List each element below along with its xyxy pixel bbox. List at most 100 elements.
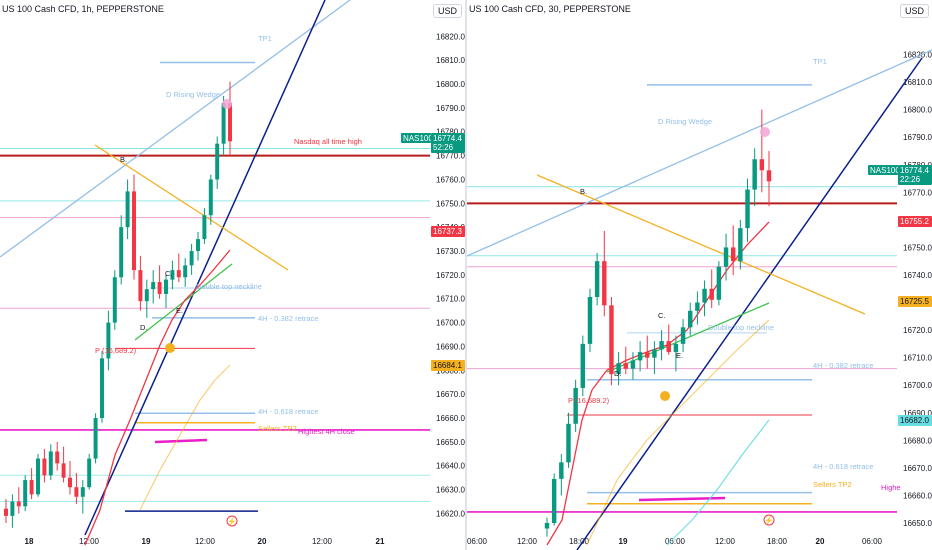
y-tick-label: 16820.0 [903, 51, 932, 60]
candle-body [580, 343, 586, 388]
candle-body [766, 170, 772, 182]
candle-body [228, 103, 232, 142]
currency-button[interactable]: USD [900, 4, 930, 18]
annotation-label: Highe [881, 483, 901, 492]
price-tag-bg [431, 133, 465, 153]
x-tick-label: 18 [25, 537, 34, 546]
y-tick-label: 16740.0 [903, 271, 932, 280]
trend-line-orange [94, 144, 289, 271]
annotation-label: Highest 4H close [298, 427, 355, 436]
y-tick-label: 16660.0 [436, 414, 465, 423]
candle-body [652, 349, 657, 358]
candle-body [673, 343, 679, 353]
price-tag-text: 16755.2 [900, 217, 929, 226]
candle-body [183, 265, 188, 278]
candle-body [10, 501, 15, 516]
chart-canvas-30m[interactable]: 16820.016810.016800.016790.016780.016770… [467, 0, 932, 550]
annotation-label: P (16,689.2) [95, 346, 137, 355]
x-tick-label: 12:00 [517, 537, 538, 546]
annotation-label: D Rising Wedge [166, 90, 220, 99]
candle-body [61, 463, 66, 478]
annotation-label: TP1 [813, 57, 827, 66]
y-tick-label: 16790.0 [436, 104, 465, 113]
candle-body [759, 159, 765, 171]
candle-body [151, 282, 156, 290]
x-tick-label: 12:00 [195, 537, 216, 546]
candle-body [42, 458, 47, 476]
y-tick-label: 16690.0 [903, 409, 932, 418]
candle-body [196, 239, 200, 252]
candle-body [730, 247, 736, 262]
price-tag-text: NAS100 [403, 134, 433, 143]
candle-body [189, 251, 194, 266]
y-tick-label: 16760.0 [436, 175, 465, 184]
candle-body [119, 227, 124, 278]
y-tick-label: 16710.0 [903, 354, 932, 363]
lightning-icon [763, 514, 775, 526]
chart-canvas-1h[interactable]: 16820.0 16810.0 16800.0 16790.0 16780.0 16770… [0, 0, 465, 550]
annotation-label: 4H - 0.618 retrace [258, 407, 318, 416]
price-tag-text: 16774.4 [433, 134, 462, 143]
candle-body [87, 458, 92, 488]
candle-body [738, 228, 743, 262]
rising-wedge-lower [84, 0, 326, 536]
candle-body [745, 189, 750, 229]
candle-body [157, 282, 162, 294]
y-tick-label: 16700.0 [903, 381, 932, 390]
candle-body [602, 261, 607, 306]
candle-body [702, 288, 707, 303]
candle-body [170, 270, 175, 280]
y-tick-label: 16770.0 [436, 152, 465, 161]
candle-body [176, 270, 181, 278]
price-tag-bg [898, 415, 932, 426]
annotation-label: D Rising Wedge [658, 117, 712, 126]
y-tick-label: 16680.0 [903, 436, 932, 445]
candle-body [688, 310, 693, 328]
panel-divider[interactable] [465, 0, 467, 550]
candle-body [709, 288, 714, 300]
x-tick-label: 12:00 [312, 537, 333, 546]
candle-body [23, 480, 28, 507]
y-tick-label: 16630.0 [436, 486, 465, 495]
annotation-label: D. [614, 369, 622, 378]
y-tick-label: 16670.0 [436, 390, 465, 399]
moving-average-red [84, 249, 231, 546]
y-tick-label: 16770.0 [903, 188, 932, 197]
candle-body [36, 458, 40, 495]
y-tick-label: 16750.0 [903, 243, 932, 252]
price-tag-bg [431, 226, 465, 237]
candle-body [716, 266, 722, 300]
candle-body [544, 522, 550, 529]
lightning-icon-glyph: ⚡ [764, 516, 773, 525]
price-tag-bg [898, 165, 932, 185]
candle-body [132, 191, 136, 271]
candle-body [16, 501, 21, 507]
annotation-label: B. [580, 187, 587, 196]
candle-body [74, 487, 79, 497]
chart-panel-1h[interactable]: 16820.0 16810.0 16800.0 16790.0 16780.0 16770… [0, 0, 465, 550]
candle-body [93, 418, 98, 459]
candle-body [609, 305, 614, 375]
y-tick-label: 16720.0 [436, 271, 465, 280]
currency-button[interactable]: USD [433, 4, 463, 18]
marker-circle-orange [165, 343, 175, 353]
x-tick-label: 19 [619, 537, 628, 546]
rising-wedge-upper [467, 49, 932, 257]
price-tag-text: 22:26 [900, 175, 921, 184]
x-tick-label: 06:00 [862, 537, 883, 546]
rising-wedge-upper [0, 0, 351, 258]
chart-panel-30m[interactable]: 16820.016810.016800.016790.016780.016770… [467, 0, 932, 550]
x-tick-label: 06:00 [665, 537, 686, 546]
marker-circle-pink [222, 99, 232, 109]
y-tick-label: 16750.0 [436, 199, 465, 208]
marker-circle-orange [660, 391, 670, 401]
y-tick-label: 16780.0 [436, 128, 465, 137]
y-tick-label: 16710.0 [436, 295, 465, 304]
y-tick-label: 16670.0 [903, 464, 932, 473]
candle-body [695, 302, 700, 311]
candle-body [215, 143, 220, 180]
candle-body [202, 215, 207, 240]
annotation-label: 4H - 0.382 retrace [813, 361, 873, 370]
candle-body [659, 341, 664, 350]
x-tick-label: 12:00 [715, 537, 736, 546]
